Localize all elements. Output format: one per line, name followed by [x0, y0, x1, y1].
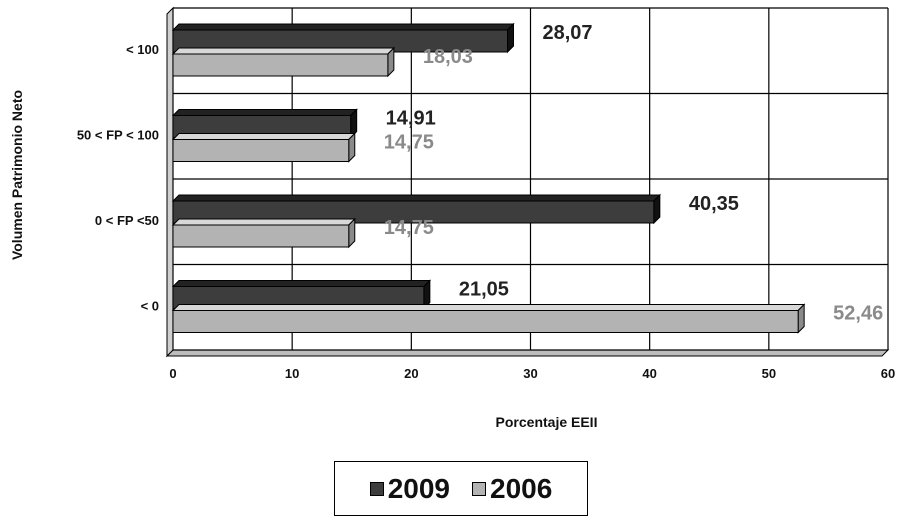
bar-top-2009-1: [171, 109, 358, 116]
x-tick-label-4: 40: [642, 366, 656, 381]
bar-top-2006-0: [171, 47, 396, 55]
x-tick-label-6: 60: [881, 366, 895, 381]
legend-item-2006: 2006: [472, 473, 552, 505]
bar-top-2009-3: [171, 280, 432, 287]
data-label-2009-2: 40,35: [689, 193, 739, 215]
legend-item-2009: 2009: [369, 472, 450, 505]
y-tick-label-3: < 0: [141, 298, 159, 313]
data-label-2009-3: 21,05: [459, 279, 509, 301]
bar-2006-3: [172, 310, 799, 333]
data-label-2009-1: 14,91: [386, 108, 436, 130]
plot-bars: [171, 22, 806, 334]
bar-2009-2: [172, 200, 655, 224]
y-tick-label-2: 0 < FP <50: [95, 213, 159, 228]
legend: 2009 2006: [334, 461, 588, 516]
data-label-2006-3: 52,46: [833, 303, 883, 325]
bar-top-2006-3: [171, 304, 806, 311]
plot-left-wall: [166, 6, 174, 358]
data-label-2006-2: 14,75: [384, 217, 434, 239]
y-tick-label-1: 50 < FP < 100: [77, 127, 159, 142]
plot-axes: 0 10 20 30 40 50 60 < 100 50 < FP < 100 0 < FP <5…: [9, 42, 895, 430]
legend-swatch-2009: [369, 481, 384, 496]
x-tick-label-0: 0: [169, 366, 176, 381]
x-tick-label-5: 50: [762, 366, 776, 381]
legend-swatch-2006: [472, 481, 486, 496]
y-tick-label-0: < 100: [126, 42, 159, 57]
bar-top-2006-2: [171, 218, 356, 226]
data-label-2009-0: 28,07: [543, 22, 593, 44]
x-tick-label-3: 30: [523, 366, 537, 381]
x-tick-label-1: 10: [285, 366, 299, 381]
bar-2006-0: [172, 53, 389, 77]
bar-2006-1: [172, 139, 350, 162]
bar-2006-2: [172, 224, 350, 248]
bar-top-2009-2: [171, 194, 662, 202]
bar-top-2009-0: [171, 23, 515, 31]
legend-label-2009: 2009: [387, 472, 450, 504]
data-label-2006-0: 18,03: [423, 46, 473, 68]
y-axis-title: Volumen Patrimonio Neto: [9, 90, 25, 260]
plot-floor: [165, 349, 890, 357]
bar-top-2006-1: [171, 133, 356, 140]
legend-label-2006: 2006: [490, 472, 553, 504]
data-label-2006-1: 14,75: [384, 132, 434, 154]
x-axis-title: Porcentaje EEII: [496, 414, 598, 430]
x-tick-label-2: 20: [404, 366, 418, 381]
